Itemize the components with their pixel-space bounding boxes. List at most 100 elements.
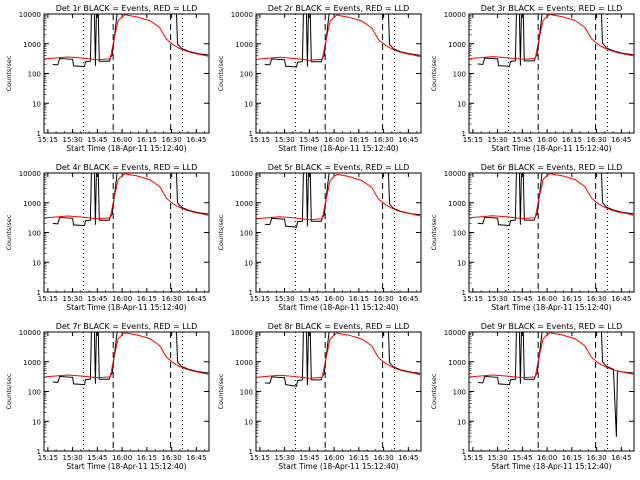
y-tick-label: 1000	[235, 359, 253, 367]
x-tick-label: 16:45	[398, 136, 418, 144]
x-tick-label: 16:15	[349, 295, 369, 303]
x-tick-label: 15:30	[63, 295, 83, 303]
x-tick-label: 15:45	[512, 454, 532, 462]
y-tick-label: 1000	[235, 200, 253, 208]
events-series-line	[477, 172, 634, 227]
plot-frame	[468, 331, 635, 452]
y-tick-label: 100	[28, 389, 41, 397]
x-tick-label: 16:45	[398, 295, 418, 303]
lld-series-line	[44, 14, 209, 61]
x-axis-label: Start Time (18-Apr-11 15:12:40)	[278, 303, 398, 312]
x-tick-label: 16:30	[162, 136, 182, 144]
x-tick-label: 15:15	[38, 454, 58, 462]
events-series-line	[52, 13, 209, 68]
x-tick-label: 16:45	[186, 454, 206, 462]
y-tick-label: 10	[244, 418, 253, 426]
x-tick-label: 15:15	[38, 295, 58, 303]
y-tick-label: 1	[37, 130, 41, 138]
x-tick-label: 15:15	[38, 136, 58, 144]
x-axis-label: Start Time (18-Apr-11 15:12:40)	[66, 144, 186, 153]
y-tick-label: 10	[457, 259, 466, 267]
y-tick-label: 1000	[23, 200, 41, 208]
x-tick-label: 16:15	[137, 295, 157, 303]
plot-frame	[43, 13, 210, 134]
lld-series-line	[469, 332, 634, 379]
x-tick-label: 16:00	[112, 295, 132, 303]
y-axis-label: Counts/sec	[5, 214, 13, 250]
y-tick-label: 100	[453, 230, 466, 238]
x-tick-label: 16:30	[587, 136, 607, 144]
y-axis-label: Counts/sec	[430, 55, 438, 91]
y-tick-label: 10	[457, 418, 466, 426]
x-tick-label: 15:45	[299, 454, 319, 462]
y-tick-label: 1000	[23, 359, 41, 367]
chart-title: Det 7r BLACK = Events, RED = LLD	[56, 322, 198, 331]
x-axis-label: Start Time (18-Apr-11 15:12:40)	[278, 144, 398, 153]
events-series-line	[52, 172, 209, 227]
x-tick-label: 15:30	[275, 295, 295, 303]
y-tick-label: 10000	[231, 329, 253, 337]
y-axis-label: Counts/sec	[217, 373, 225, 409]
x-tick-label: 16:15	[349, 136, 369, 144]
x-axis-label: Start Time (18-Apr-11 15:12:40)	[66, 303, 186, 312]
y-tick-label: 10000	[19, 329, 41, 337]
y-tick-label: 10000	[231, 11, 253, 19]
x-tick-label: 15:45	[512, 295, 532, 303]
y-tick-label: 1	[37, 448, 41, 456]
x-axis-label: Start Time (18-Apr-11 15:12:40)	[66, 462, 186, 471]
plot-frame	[468, 172, 635, 293]
x-tick-label: 15:15	[463, 454, 483, 462]
lld-series-line	[256, 14, 421, 61]
x-tick-label: 15:30	[275, 454, 295, 462]
y-tick-label: 100	[28, 230, 41, 238]
plot-frame	[255, 331, 422, 452]
chart-title: Det 1r BLACK = Events, RED = LLD	[56, 4, 198, 13]
x-axis-label: Start Time (18-Apr-11 15:12:40)	[491, 144, 611, 153]
chart-title: Det 6r BLACK = Events, RED = LLD	[481, 163, 623, 172]
y-tick-label: 1000	[448, 41, 466, 49]
y-axis-label: Counts/sec	[430, 373, 438, 409]
x-tick-label: 16:00	[324, 454, 344, 462]
y-tick-label: 100	[240, 230, 253, 238]
x-tick-label: 16:00	[537, 295, 557, 303]
chart-panel-3: Det 3r BLACK = Events, RED = LLD 15:15 15:…	[430, 4, 635, 153]
chart-panel-2: Det 2r BLACK = Events, RED = LLD 15:15 15:…	[217, 4, 422, 153]
y-tick-label: 10	[32, 259, 41, 267]
x-tick-label: 15:15	[463, 136, 483, 144]
x-tick-label: 15:45	[87, 295, 107, 303]
y-tick-label: 10000	[231, 170, 253, 178]
x-tick-label: 16:00	[112, 136, 132, 144]
x-tick-label: 16:45	[398, 454, 418, 462]
events-series-line	[264, 172, 421, 228]
x-tick-label: 16:30	[162, 295, 182, 303]
y-tick-label: 10	[244, 100, 253, 108]
y-tick-label: 1000	[448, 200, 466, 208]
x-tick-label: 16:30	[587, 454, 607, 462]
x-tick-label: 16:15	[562, 295, 582, 303]
y-tick-label: 1	[249, 448, 253, 456]
x-tick-label: 16:15	[562, 136, 582, 144]
y-tick-label: 100	[240, 389, 253, 397]
x-tick-label: 16:30	[374, 295, 394, 303]
chart-panel-5: Det 5r BLACK = Events, RED = LLD 15:15 15:…	[217, 163, 422, 312]
y-tick-label: 1	[462, 130, 466, 138]
y-tick-label: 10000	[19, 11, 41, 19]
y-axis-label: Counts/sec	[217, 55, 225, 91]
plot-frame	[255, 172, 422, 293]
x-tick-label: 16:30	[587, 295, 607, 303]
y-axis-label: Counts/sec	[5, 373, 13, 409]
y-tick-label: 10000	[444, 11, 466, 19]
y-tick-label: 10	[32, 418, 41, 426]
y-tick-label: 1	[462, 289, 466, 297]
y-tick-label: 1	[249, 130, 253, 138]
x-tick-label: 16:00	[324, 295, 344, 303]
chart-title: Det 4r BLACK = Events, RED = LLD	[56, 163, 198, 172]
x-tick-label: 15:30	[488, 136, 508, 144]
events-series-line	[264, 331, 421, 387]
y-tick-label: 1000	[23, 41, 41, 49]
x-tick-label: 16:00	[324, 136, 344, 144]
chart-title: Det 5r BLACK = Events, RED = LLD	[268, 163, 410, 172]
y-tick-label: 10000	[444, 329, 466, 337]
x-tick-label: 16:45	[611, 136, 631, 144]
lld-series-line	[469, 13, 634, 60]
